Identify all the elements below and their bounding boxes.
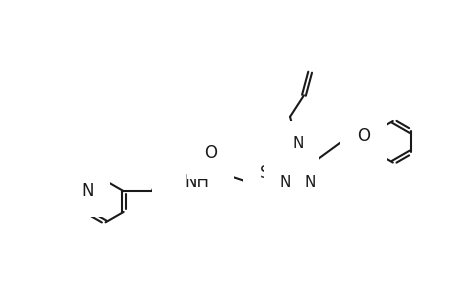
Text: N: N (81, 182, 94, 200)
Text: N: N (304, 175, 315, 190)
Text: O: O (203, 144, 217, 162)
Text: N: N (168, 173, 181, 191)
Text: S: S (259, 164, 269, 182)
Text: N: N (279, 175, 290, 190)
Text: N: N (291, 136, 303, 151)
Text: O: O (356, 127, 369, 145)
Text: NH: NH (184, 173, 208, 191)
